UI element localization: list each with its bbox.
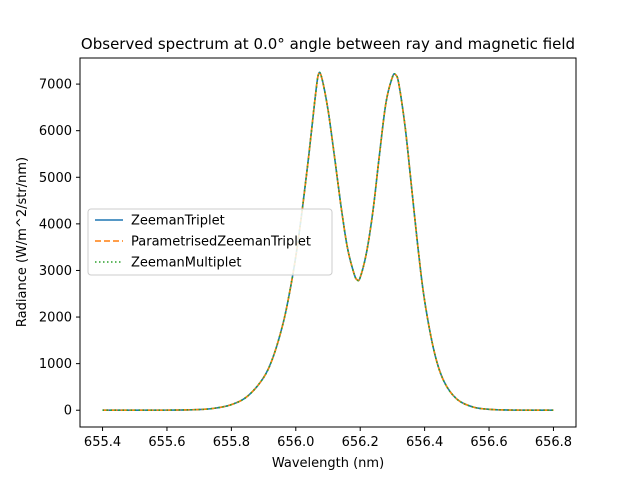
legend-box [87, 208, 333, 276]
y-tick-label: 5000 [39, 171, 72, 186]
legend-label: ParametrisedZeemanTriplet [131, 235, 311, 250]
x-tick-label: 656.4 [406, 435, 443, 450]
legend-label: ZeemanTriplet [131, 214, 225, 229]
x-axis-title: Wavelength (nm) [272, 456, 384, 471]
y-axis-title: Radiance (W/m^2/str/nm) [15, 157, 30, 327]
y-tick-label: 6000 [39, 124, 72, 139]
y-tick-label: 3000 [39, 264, 72, 279]
series-lines [102, 71, 554, 412]
y-tick-label: 1000 [39, 357, 72, 372]
x-tick-label: 656.8 [535, 435, 572, 450]
x-tick-label: 655.6 [148, 435, 185, 450]
series-line-zeemanmultiplet [102, 71, 554, 412]
y-tick-label: 4000 [39, 217, 72, 232]
x-axis-ticks: 655.4 655.6 655.8 656.0 656.2 656.4 656.6 656.8 [84, 427, 572, 450]
chart-title: Observed spectrum at 0.0° angle between … [81, 35, 575, 53]
y-tick-label: 0 [64, 404, 72, 419]
legend-items: ZeemanTriplet ParametrisedZeemanTriplet Ze… [95, 214, 311, 271]
legend-label: ZeemanMultiplet [131, 256, 242, 271]
x-tick-label: 656.6 [470, 435, 507, 450]
y-axis-ticks: 0 1000 2000 3000 4000 5000 6000 7000 [39, 78, 80, 419]
x-tick-label: 656.0 [277, 435, 314, 450]
x-tick-label: 656.2 [342, 435, 379, 450]
y-tick-label: 7000 [39, 78, 72, 93]
legend: ZeemanTriplet ParametrisedZeemanTriplet Ze… [87, 208, 333, 276]
x-tick-label: 655.4 [84, 435, 121, 450]
y-tick-label: 2000 [39, 311, 72, 326]
x-tick-label: 655.8 [213, 435, 250, 450]
plot-frame [79, 57, 577, 428]
